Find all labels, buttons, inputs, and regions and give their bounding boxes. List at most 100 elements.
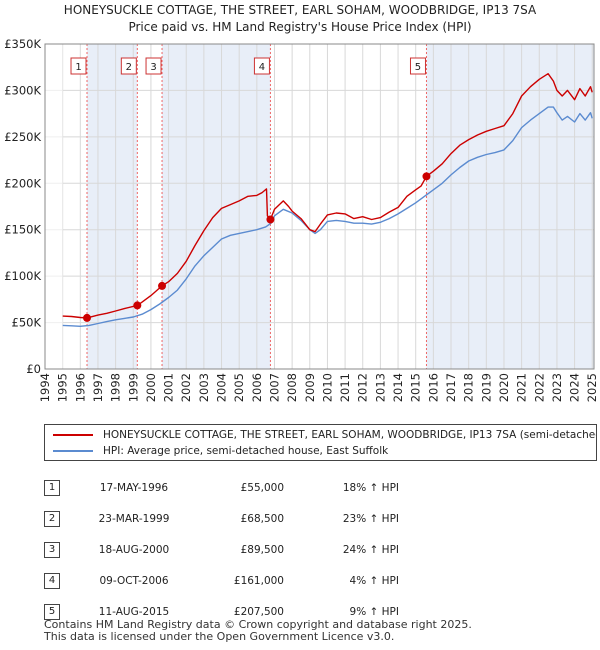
table-row: 1 17-MAY-1996 £55,000 18% ↑ HPI [44, 472, 399, 503]
property-price-line [62, 72, 593, 319]
sale-label-box [120, 57, 137, 75]
sale-date: 18-AUG-2000 [98, 543, 170, 556]
x-tick-label: 2020 [497, 373, 511, 402]
x-tick-label: 2015 [409, 373, 423, 402]
legend-label-hpi: HPI: Average price, semi-detached house,… [103, 445, 389, 457]
sale-hpi-diff: 4% ↑ HPI [349, 574, 399, 587]
legend-item-property: HONEYSUCKLE COTTAGE, THE STREET, EARL SO… [53, 427, 597, 443]
table-row: 5 11-AUG-2015 £207,500 9% ↑ HPI [44, 596, 399, 627]
sale-hpi-diff: 23% ↑ HPI [342, 512, 399, 525]
plot-border [44, 43, 595, 370]
sale-date: 17-MAY-1996 [99, 481, 169, 494]
x-tick-label: 2004 [215, 373, 229, 402]
sale-label-box [409, 57, 426, 75]
sales-table: 1 17-MAY-1996 £55,000 18% ↑ HPI 2 23-MAR… [44, 472, 399, 627]
sale-point [266, 215, 275, 224]
x-tick-label: 1995 [56, 373, 70, 402]
sale-label-number: 2 [126, 62, 132, 73]
x-tick-label: 2002 [179, 373, 193, 402]
x-tick-label: 2005 [232, 373, 246, 402]
y-tick-label: £250K [4, 130, 41, 144]
shaded-period [162, 44, 271, 369]
sale-point [83, 313, 92, 322]
price-chart: 1 2 3 4 5 £0 £50K £100K £150K £200K £250K £300K £350… [4, 37, 599, 402]
sale-number-badge: 5 [44, 603, 60, 620]
sale-point [158, 281, 167, 290]
y-tick-label: £300K [4, 83, 41, 97]
x-tick-label: 1994 [38, 373, 52, 402]
shaded-period [87, 44, 138, 369]
sale-price: £55,000 [240, 481, 284, 494]
x-tick-label: 2023 [550, 373, 564, 402]
x-tick-label: 2014 [391, 373, 405, 402]
x-tick-label: 2009 [303, 373, 317, 402]
y-tick-label: £100K [4, 269, 41, 283]
chart-subtitle: Price paid vs. HM Land Registry's House … [128, 20, 472, 34]
x-tick-label: 2017 [444, 373, 458, 402]
legend-item-hpi: HPI: Average price, semi-detached house,… [53, 443, 388, 459]
x-tick-label: 1996 [73, 373, 87, 402]
x-tick-label: 2000 [144, 373, 158, 402]
x-tick-label: 1999 [126, 373, 140, 402]
legend-label-property: HONEYSUCKLE COTTAGE, THE STREET, EARL SO… [103, 429, 597, 441]
sale-label-number: 4 [259, 62, 265, 73]
x-tick-label: 2025 [585, 373, 599, 402]
sale-label-box [253, 57, 270, 75]
sale-price: £207,500 [233, 605, 284, 618]
x-tick-label: 2008 [285, 373, 299, 402]
x-tick-label: 2007 [267, 373, 281, 402]
sale-price: £68,500 [240, 512, 284, 525]
x-tick-label: 2013 [373, 373, 387, 402]
x-tick-label: 2016 [426, 373, 440, 402]
sale-point [133, 301, 142, 310]
sale-hpi-diff: 9% ↑ HPI [349, 605, 399, 618]
legend: HONEYSUCKLE COTTAGE, THE STREET, EARL SO… [44, 424, 597, 461]
x-tick-label: 2018 [462, 373, 476, 402]
chart-title: HONEYSUCKLE COTTAGE, THE STREET, EARL SO… [63, 3, 537, 17]
legend-swatch-hpi [53, 450, 93, 452]
sale-point [422, 172, 431, 181]
sale-label-number: 1 [75, 62, 81, 73]
sale-number-badge: 3 [44, 541, 60, 558]
y-tick-label: £350K [4, 37, 41, 51]
table-row: 4 09-OCT-2006 £161,000 4% ↑ HPI [44, 565, 399, 596]
sale-date: 09-OCT-2006 [99, 574, 169, 587]
footer: Contains HM Land Registry data © Crown c… [44, 619, 472, 643]
x-tick-label: 2011 [338, 373, 352, 402]
sale-number-badge: 4 [44, 572, 60, 589]
table-row: 3 18-AUG-2000 £89,500 24% ↑ HPI [44, 534, 399, 565]
sale-price: £161,000 [233, 574, 284, 587]
x-tick-label: 2003 [197, 373, 211, 402]
sale-label-box [145, 57, 162, 75]
x-tick-label: 2006 [250, 373, 264, 402]
x-tick-label: 2024 [568, 373, 582, 402]
sale-number-badge: 1 [44, 479, 60, 496]
footer-copyright: Contains HM Land Registry data © Crown c… [44, 618, 472, 631]
shaded-period [426, 44, 594, 369]
x-tick-label: 2001 [162, 373, 176, 402]
x-tick-label: 2010 [320, 373, 334, 402]
y-tick-label: £150K [4, 223, 41, 237]
sale-hpi-diff: 24% ↑ HPI [342, 543, 399, 556]
sale-date: 23-MAR-1999 [98, 512, 170, 525]
y-tick-label: £200K [4, 176, 41, 190]
sale-hpi-diff: 18% ↑ HPI [342, 481, 399, 494]
footer-licence: This data is licensed under the Open Gov… [44, 630, 395, 643]
sale-date: 11-AUG-2015 [98, 605, 170, 618]
sale-label-number: 5 [415, 62, 421, 73]
hpi-line [62, 106, 593, 327]
x-tick-label: 1998 [109, 373, 123, 402]
x-tick-label: 1997 [91, 373, 105, 402]
x-tick-label: 2021 [515, 373, 529, 402]
x-tick-label: 2012 [356, 373, 370, 402]
y-tick-label: £0 [26, 362, 41, 376]
y-tick-label: £50K [12, 316, 42, 330]
x-tick-label: 2019 [479, 373, 493, 402]
legend-swatch-property [53, 434, 93, 436]
sale-price: £89,500 [240, 543, 284, 556]
x-tick-label: 2022 [532, 373, 546, 402]
sale-label-box [70, 57, 87, 75]
no-data-region [45, 44, 63, 369]
sale-number-badge: 2 [44, 510, 60, 527]
sale-label-number: 3 [150, 62, 156, 73]
